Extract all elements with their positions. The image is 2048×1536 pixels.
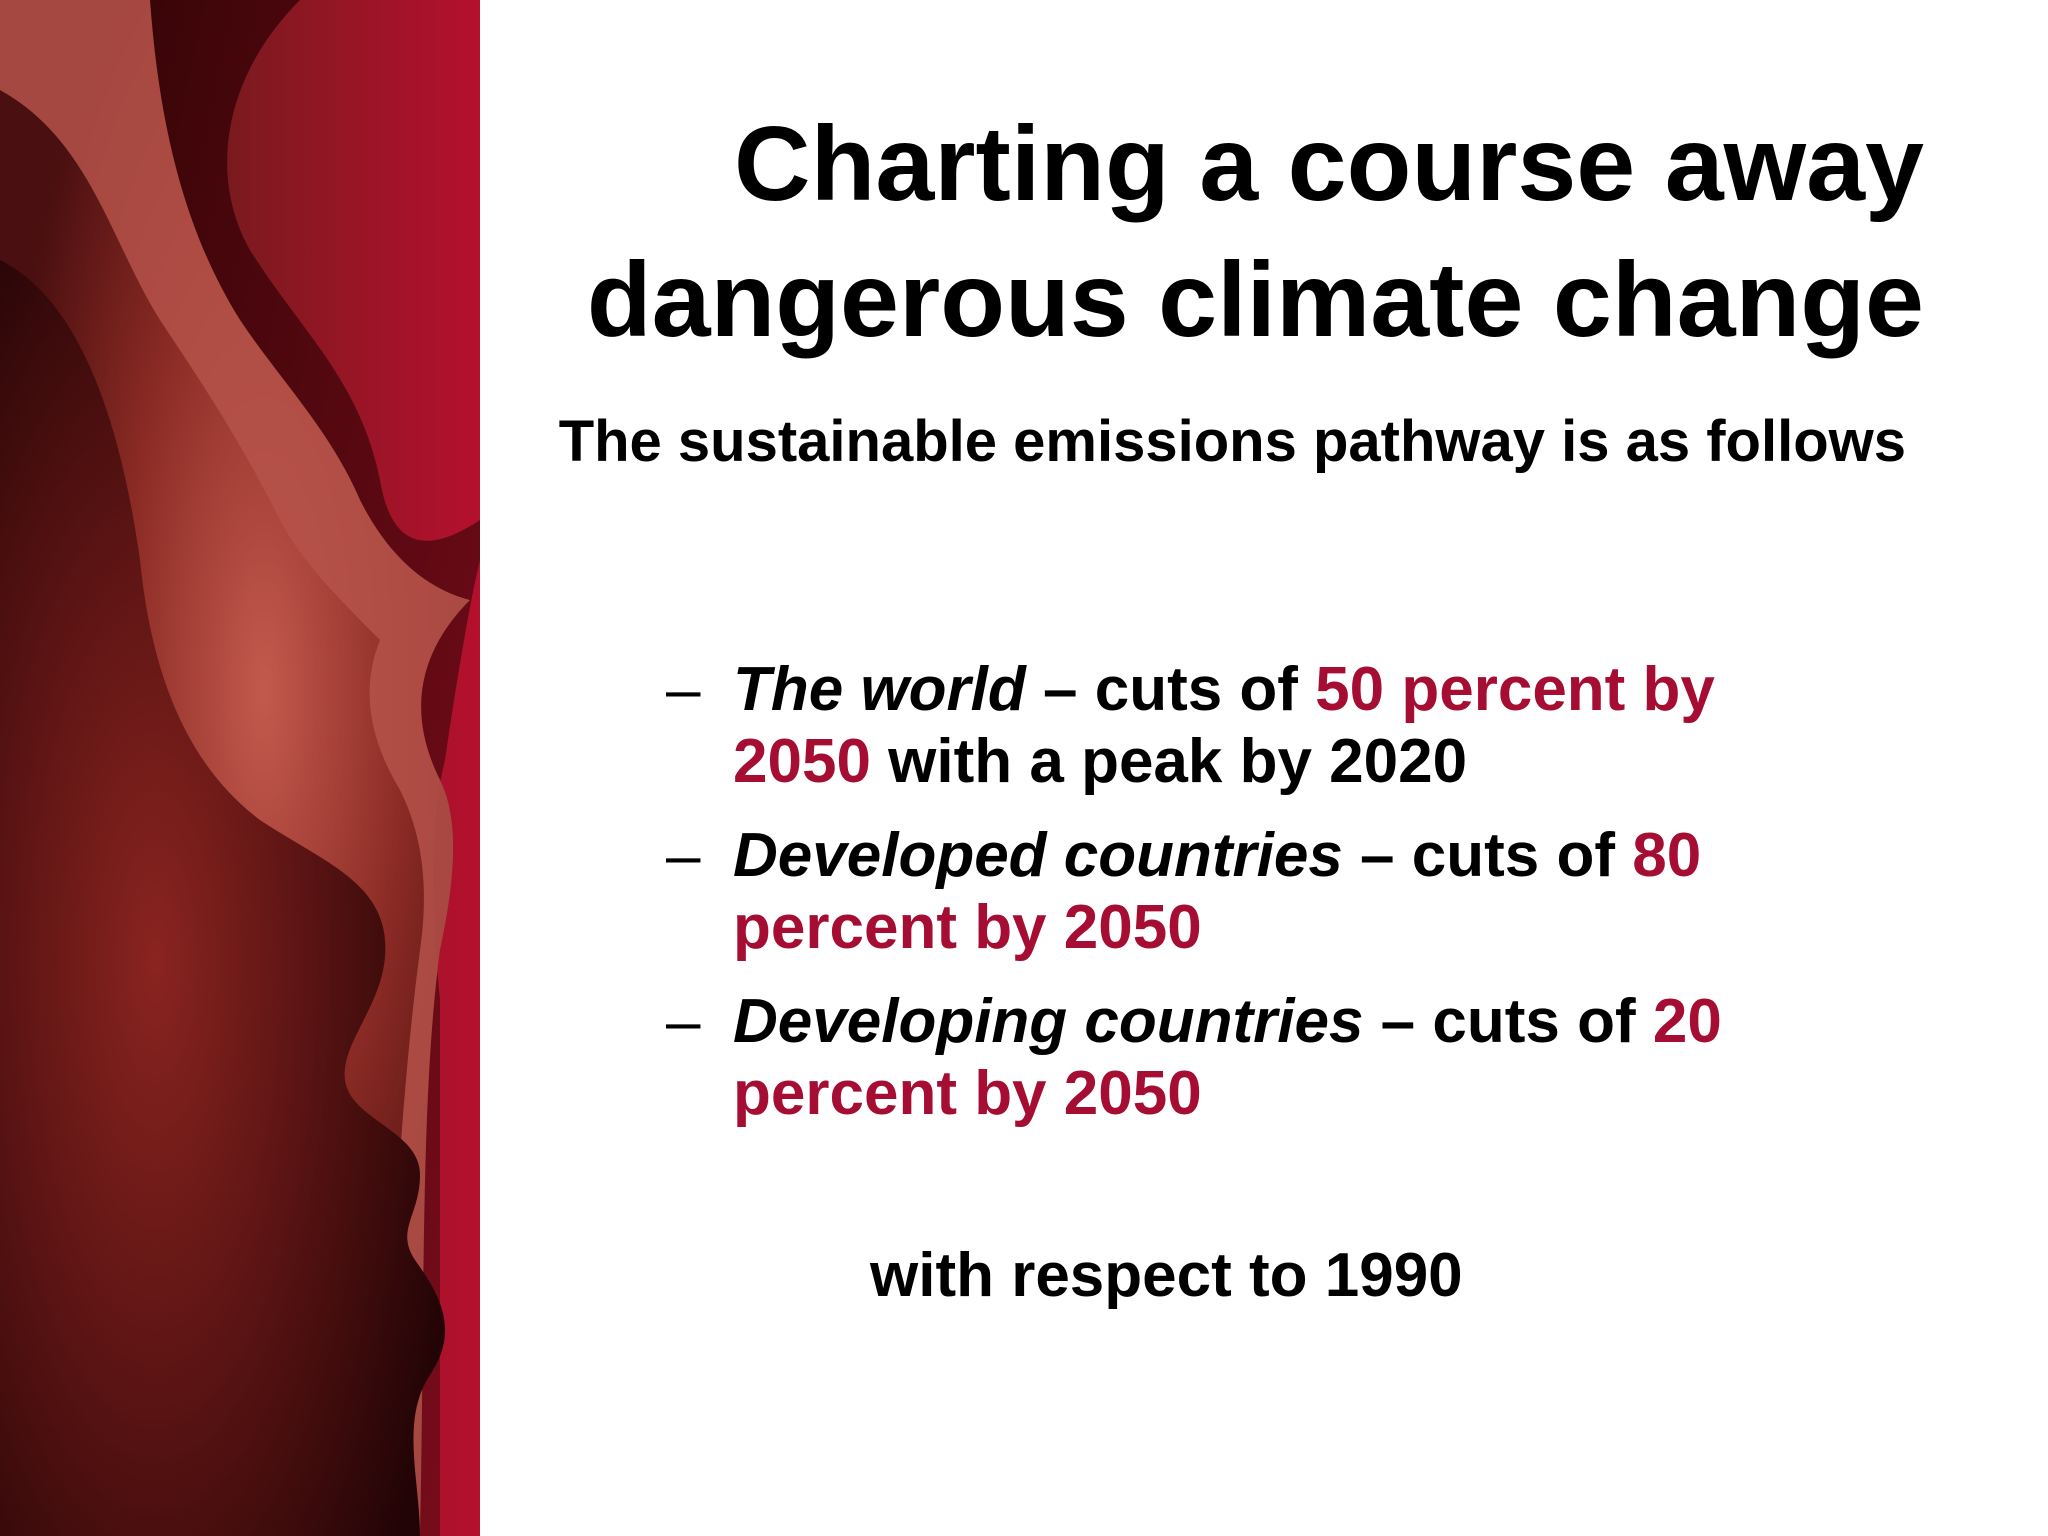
- face-silhouette: [0, 260, 446, 1536]
- decorative-side-panel: [0, 0, 480, 1536]
- footer-note: with respect to 1990: [870, 1241, 1463, 1310]
- bullet-highlight: 50 percent by 2050: [733, 655, 1715, 796]
- bullet-connector: – cuts of: [1363, 987, 1653, 1056]
- bullet-subject: The world: [733, 655, 1026, 724]
- panel-red-band: [227, 0, 480, 1536]
- slide-title: Charting a course away dangerous climate…: [586, 105, 1924, 359]
- bullet-item-world: – The world – cuts of 50 percent by 2050…: [660, 654, 1860, 798]
- bullet-dash: –: [666, 655, 701, 724]
- bullet-connector: – cuts of: [1025, 655, 1316, 724]
- bullet-suffix: with a peak by 2020: [870, 727, 1468, 796]
- bullet-dash: –: [666, 821, 701, 890]
- bullet-subject: Developed countries: [733, 821, 1343, 890]
- bullet-dash: –: [666, 987, 701, 1056]
- bullet-connector: – cuts of: [1342, 821, 1633, 890]
- bullet-highlight: 80 percent by 2050: [733, 821, 1702, 962]
- bullet-subject: Developing countries: [733, 987, 1364, 1056]
- panel-dark-band: [150, 0, 480, 1536]
- bullet-list: – The world – cuts of 50 percent by 2050…: [660, 654, 1860, 1152]
- bullet-item-developed: – Developed countries – cuts of 80 perce…: [660, 820, 1860, 964]
- bullet-highlight: 20 percent by 2050: [733, 987, 1722, 1128]
- slide-subtitle: The sustainable emissions pathway is as …: [558, 409, 1906, 474]
- bullet-item-developing: – Developing countries – cuts of 20 perc…: [660, 986, 1860, 1130]
